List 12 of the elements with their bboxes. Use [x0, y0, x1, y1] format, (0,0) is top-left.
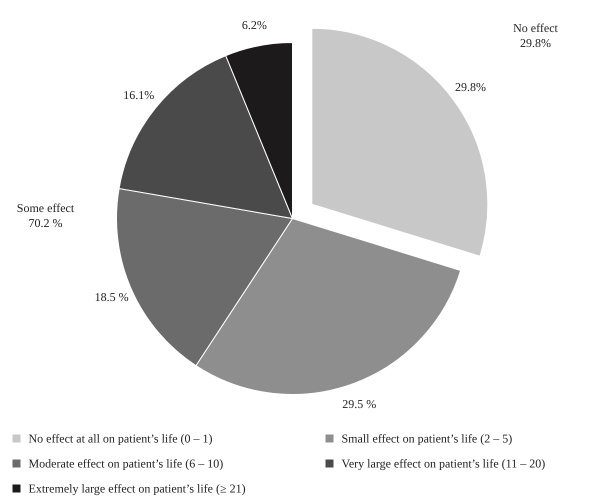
legend-label: Moderate effect on patient’s life (6 – 10)	[28, 456, 224, 470]
data-label: 16.1%	[123, 88, 154, 102]
legend-label: Extremely large effect on patient’s life (≥ 21)	[28, 482, 246, 496]
legend-label: No effect at all on patient’s life (0 – 1)	[28, 432, 213, 446]
data-label: 29.8%	[454, 80, 486, 94]
text: Some effect 70.2 %	[16, 201, 75, 230]
data-label: 6.2%	[242, 18, 267, 32]
text: No effect 29.8%	[513, 21, 559, 50]
legend-label: Very large effect on patient’s life (11 – 20)	[342, 456, 546, 470]
data-label: 18.5 %	[94, 290, 129, 304]
legend-label: Small effect on patient’s life (2 – 5)	[342, 432, 512, 446]
data-label: 29.5 %	[342, 396, 376, 411]
